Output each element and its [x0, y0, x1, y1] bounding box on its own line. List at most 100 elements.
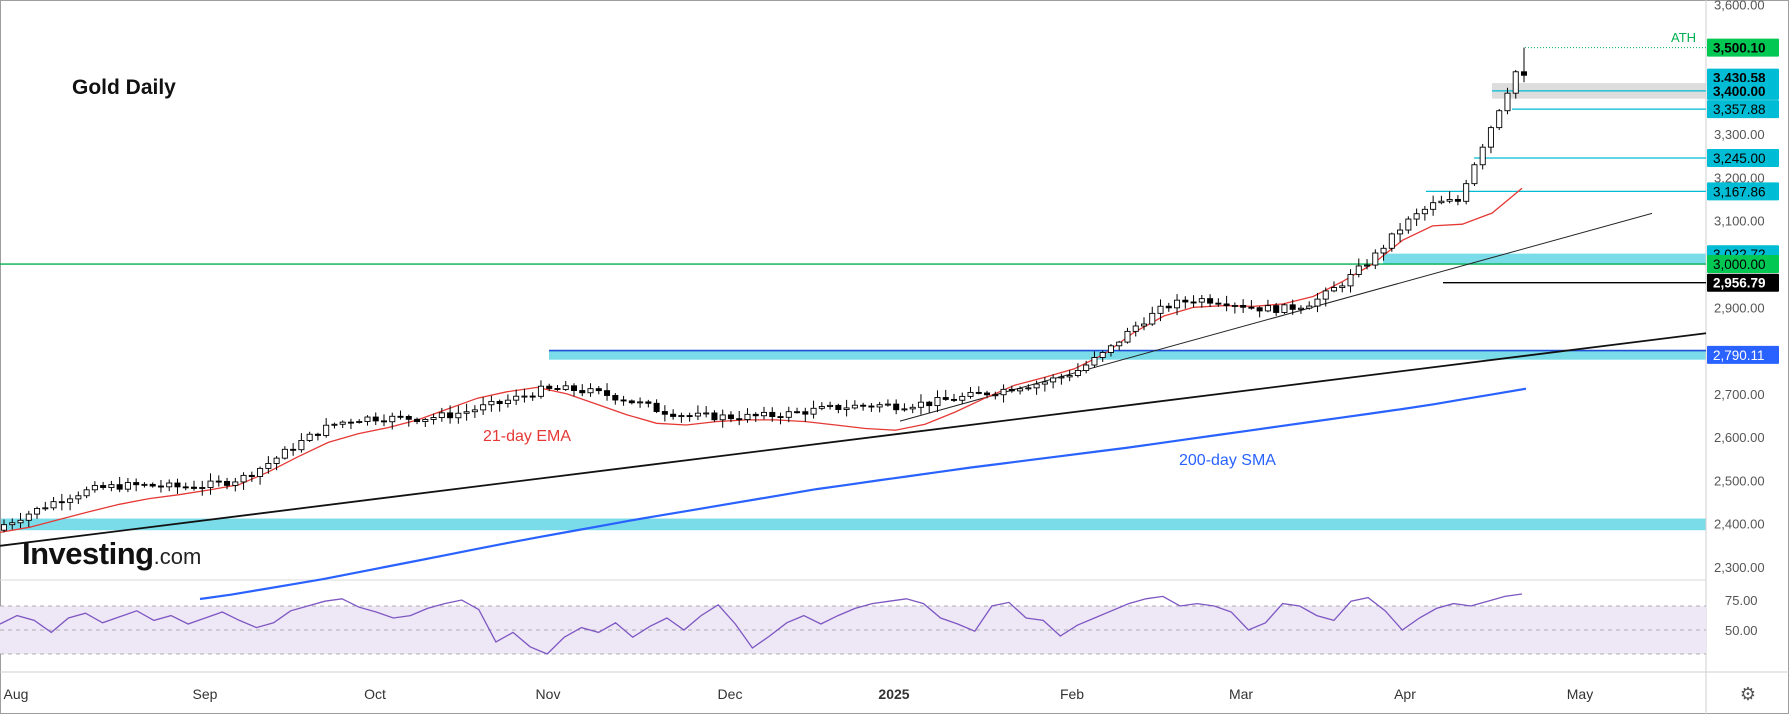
trend-lines — [0, 47, 1707, 547]
candle-body — [818, 406, 825, 409]
candle-body — [422, 419, 429, 422]
rsi-panel: 75.00 50.00 — [0, 593, 1758, 655]
chart-title: Gold Daily — [72, 76, 176, 99]
candle-body — [141, 483, 148, 486]
candle-body — [42, 507, 49, 510]
investing-logo: Investing .com — [22, 536, 201, 572]
candle-body — [876, 404, 883, 408]
candle-body — [1050, 377, 1057, 383]
candle-body — [537, 385, 544, 397]
support-zone — [0, 518, 1706, 531]
candle-body — [1273, 305, 1280, 313]
x-tick-label: 2025 — [878, 686, 909, 702]
candle-body — [1347, 274, 1354, 287]
price-label-text: 2,790.11 — [1713, 348, 1765, 363]
candle-body — [653, 402, 660, 412]
support-zone — [549, 350, 1706, 360]
candle-body — [1380, 247, 1387, 254]
price-tick-label: 2,500.00 — [1714, 473, 1765, 488]
candle-body — [1198, 298, 1205, 303]
candle-body — [1215, 302, 1222, 305]
price-label-box — [1707, 345, 1779, 364]
candle-body — [430, 417, 437, 420]
candle-body — [463, 411, 470, 414]
x-tick-label: Apr — [1394, 686, 1416, 702]
candle-body — [182, 486, 189, 489]
candle-body — [1388, 233, 1395, 249]
candlesticks — [0, 47, 1528, 533]
long-trendline — [0, 332, 1707, 547]
price-tick-label: 3,200.00 — [1714, 170, 1765, 185]
candle-body — [1289, 304, 1296, 310]
candle-body — [917, 401, 924, 408]
candle-body — [397, 415, 404, 418]
price-label-box — [1707, 100, 1779, 119]
candle-body — [1033, 383, 1040, 389]
candle-body — [1240, 304, 1247, 308]
candle-body — [414, 418, 421, 422]
candle-body — [199, 487, 206, 489]
candle-body — [1058, 376, 1065, 379]
candle-body — [380, 420, 388, 423]
candle-body — [1463, 183, 1470, 202]
rsi-tick-label: 75.00 — [1725, 593, 1758, 608]
price-label-text: 3,500.10 — [1713, 41, 1766, 56]
x-tick-label: Feb — [1060, 686, 1084, 702]
price-tick-label: 2,400.00 — [1714, 517, 1765, 532]
candle-body — [1256, 307, 1263, 312]
candle-body — [1074, 370, 1081, 376]
candle-body — [108, 484, 115, 488]
candle-body — [372, 416, 379, 422]
candle-body — [1281, 304, 1288, 313]
candle-body — [661, 411, 668, 415]
candle-body — [1397, 229, 1404, 235]
candle-body — [1207, 298, 1214, 304]
candle-body — [711, 412, 718, 421]
x-tick-label: Sep — [193, 686, 218, 702]
candle-body — [438, 412, 445, 418]
candle-body — [843, 407, 850, 410]
price-label-text: 3,167.86 — [1713, 184, 1766, 199]
candle-body — [190, 486, 198, 489]
candle-body — [901, 408, 908, 411]
candle-body — [488, 400, 495, 406]
candle-body — [860, 404, 867, 407]
candle-body — [58, 501, 65, 504]
candle-body — [347, 421, 354, 424]
ath-annotation: ATH — [1671, 30, 1696, 45]
candle-body — [1504, 92, 1511, 112]
candle-body — [513, 395, 520, 401]
candle-body — [604, 390, 611, 396]
candle-body — [34, 507, 41, 515]
candle-body — [587, 388, 594, 394]
candle-body — [1017, 388, 1024, 392]
candle-body — [257, 467, 264, 477]
candle-body — [331, 423, 338, 426]
candle-body — [1454, 198, 1461, 202]
candle-body — [1512, 71, 1519, 94]
candle-body — [9, 522, 16, 526]
candle-body — [174, 482, 181, 488]
candle-body — [496, 400, 503, 405]
price-label-box — [1707, 273, 1779, 292]
candle-body — [1116, 341, 1123, 347]
candle-body — [868, 405, 875, 408]
candle-body — [224, 480, 231, 486]
candle-body — [975, 391, 982, 394]
candle-body — [281, 448, 288, 459]
candle-body — [240, 474, 247, 483]
candle-body — [521, 395, 528, 398]
support-zone — [1383, 253, 1706, 265]
price-label-text: 2,956.79 — [1713, 276, 1766, 291]
candle-body — [1165, 305, 1172, 309]
candle-body — [1297, 307, 1304, 310]
candle-body — [1157, 305, 1164, 314]
settings-gear-icon[interactable]: ⚙ — [1739, 683, 1757, 704]
candle-body — [314, 433, 321, 436]
price-label-text: 3,400.00 — [1713, 84, 1766, 99]
rsi-band — [0, 606, 1706, 654]
candle-body — [678, 415, 685, 418]
candle-body — [1405, 218, 1412, 231]
candle-body — [752, 413, 759, 417]
